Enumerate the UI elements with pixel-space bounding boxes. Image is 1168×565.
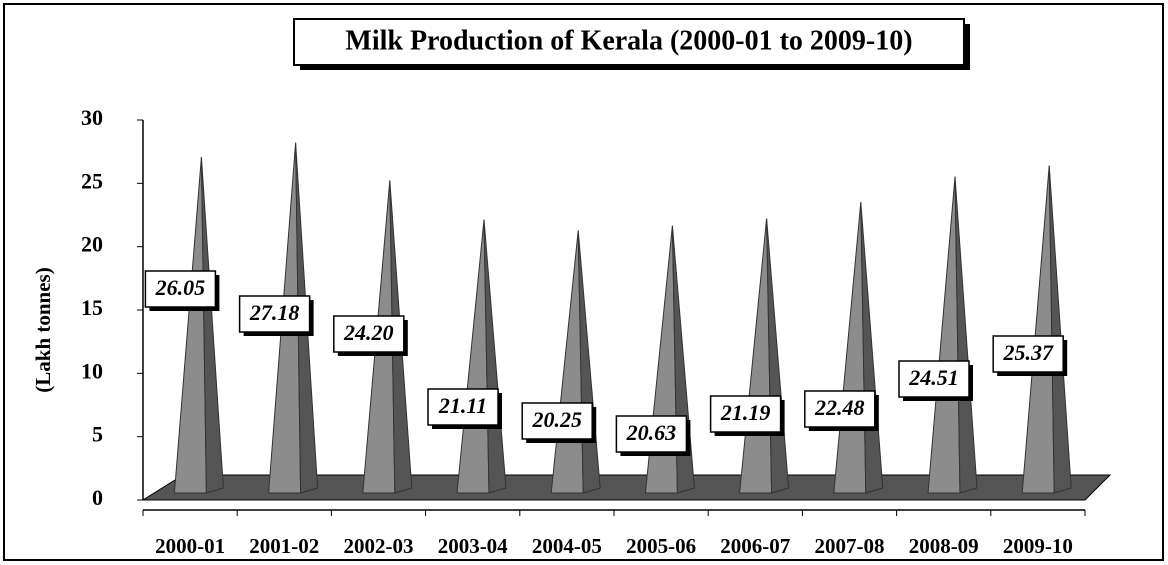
bar (550, 230, 584, 494)
chart-frame (3, 3, 1164, 561)
x-tick-label: 2001-02 (249, 534, 319, 558)
value-label-box (709, 395, 782, 433)
value-label: 21.19 (720, 400, 771, 425)
value-label: 21.11 (438, 393, 487, 418)
bar (927, 176, 961, 494)
y-tick-label: 10 (81, 358, 103, 383)
x-tick-label: 2007-08 (815, 534, 885, 558)
value-label-box (427, 388, 499, 426)
value-label-box (333, 315, 405, 353)
bar (173, 156, 207, 494)
y-axis-label: (Lakh tonnes) (31, 267, 55, 392)
value-label-box (144, 270, 217, 308)
bar-side (1048, 165, 1072, 494)
x-tick-label: 2005-06 (626, 534, 696, 558)
x-tick-label: 2003-04 (438, 534, 508, 558)
value-label: 22.48 (814, 395, 865, 420)
bar (833, 202, 867, 494)
x-tick-label: 2002-03 (344, 534, 414, 558)
y-tick-label: 0 (92, 485, 103, 510)
value-label: 20.63 (626, 420, 677, 445)
chart-title: Milk Production of Kerala (2000-01 to 20… (345, 25, 912, 56)
value-label-box (992, 335, 1064, 373)
x-tick-label: 2008-09 (909, 534, 979, 558)
value-label-box (521, 402, 593, 440)
title-box (293, 18, 965, 66)
x-tick-label: 2004-05 (532, 534, 602, 558)
value-label-box (898, 360, 970, 398)
value-label: 24.51 (908, 365, 959, 390)
y-tick-label: 25 (81, 168, 103, 193)
value-label: 24.20 (343, 320, 394, 345)
x-tick-label: 2006-07 (720, 534, 790, 558)
y-tick-label: 5 (92, 422, 103, 447)
x-tick-label: 2000-01 (155, 534, 225, 558)
value-label: 27.18 (249, 300, 300, 325)
value-label-box (238, 295, 311, 333)
value-label-box (615, 415, 688, 453)
bar-side (200, 157, 224, 494)
value-label-box (804, 390, 876, 428)
y-tick-label: 20 (81, 232, 103, 257)
x-tick-label: 2009-10 (1003, 534, 1073, 558)
bar (739, 218, 773, 494)
y-tick-label: 15 (81, 295, 103, 320)
value-label: 25.37 (1002, 340, 1054, 365)
value-label: 26.05 (155, 275, 206, 300)
value-label: 20.25 (531, 407, 582, 432)
y-tick-label: 30 (81, 105, 103, 130)
bar (456, 219, 490, 494)
bar (1021, 165, 1055, 494)
bar-side (954, 176, 978, 494)
